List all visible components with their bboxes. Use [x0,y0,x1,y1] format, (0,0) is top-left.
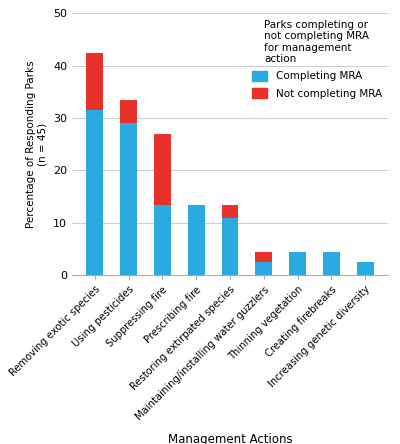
Bar [255,262,272,275]
Y-axis label: Percentage of Responding Parks
(n = 45): Percentage of Responding Parks (n = 45) [26,60,48,228]
X-axis label: Management Actions: Management Actions [168,433,292,444]
Bar [120,100,137,123]
Bar [222,218,238,275]
Legend: Completing MRA, Not completing MRA: Completing MRA, Not completing MRA [248,16,386,103]
Bar [154,205,171,275]
Bar [357,262,374,275]
Bar [289,252,306,275]
Bar [154,134,171,205]
Bar [188,205,205,275]
Bar [222,205,238,218]
Bar [86,110,103,275]
Bar [120,123,137,275]
Bar [86,53,103,110]
Bar [255,252,272,262]
Bar [323,252,340,275]
